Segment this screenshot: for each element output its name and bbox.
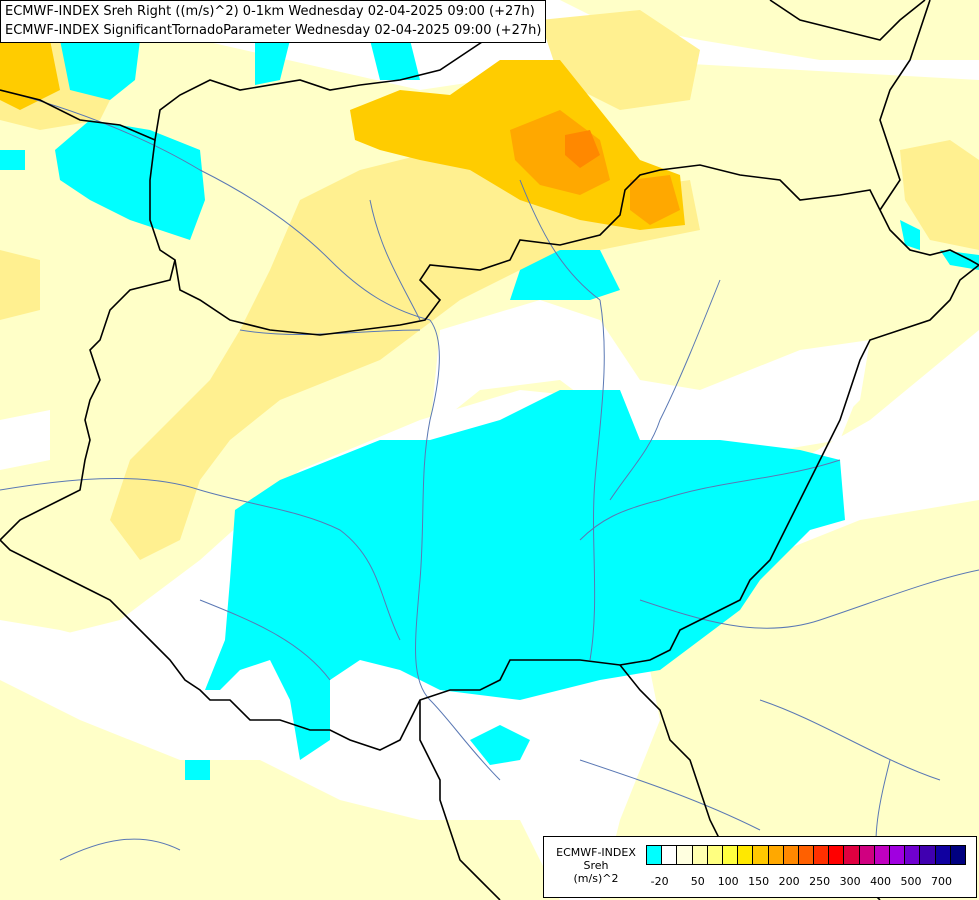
- legend-tick-label: 250: [809, 875, 831, 888]
- legend-swatch: [920, 846, 936, 864]
- sreh-fill-darkorange: [565, 130, 600, 168]
- legend-tick-label: 300: [839, 875, 861, 888]
- legend-tick-label: 100: [717, 875, 739, 888]
- legend-title: ECMWF-INDEX Sreh (m/s)^2: [550, 846, 642, 885]
- legend-swatch: [722, 846, 739, 864]
- legend-swatch: [905, 846, 921, 864]
- legend-swatch: [798, 846, 815, 864]
- legend-tick-label: -20: [650, 875, 669, 888]
- legend-swatch: [783, 846, 799, 864]
- legend-swatch: [829, 846, 845, 864]
- legend-title-line3: (m/s)^2: [573, 872, 619, 885]
- legend-swatch: [844, 846, 860, 864]
- title-line-stp: ECMWF-INDEX SignificantTornadoParameter …: [5, 23, 542, 38]
- legend-swatch: [890, 846, 906, 864]
- legend-title-line1: ECMWF-INDEX: [556, 846, 636, 859]
- legend-title-line2: Sreh: [583, 859, 609, 872]
- legend-swatch: [677, 846, 693, 864]
- legend-tick-label: 150: [748, 875, 770, 888]
- legend-swatch: [692, 846, 708, 864]
- legend-swatch: [935, 846, 951, 864]
- legend-tick-label: 500: [900, 875, 922, 888]
- legend-tick-label: 200: [778, 875, 800, 888]
- legend-swatch: [950, 846, 966, 864]
- legend-swatch: [646, 846, 663, 864]
- legend-swatch: [874, 846, 890, 864]
- map-title-box: ECMWF-INDEX Sreh Right ((m/s)^2) 0-1km W…: [0, 0, 547, 43]
- legend-swatch: [707, 846, 723, 864]
- legend-swatch: [662, 846, 678, 864]
- title-line-sreh: ECMWF-INDEX Sreh Right ((m/s)^2) 0-1km W…: [5, 4, 535, 19]
- rivers: [0, 89, 979, 881]
- legend-swatch: [859, 846, 875, 864]
- legend-tick-label: 50: [690, 875, 705, 888]
- legend-tick-label: 700: [931, 875, 953, 888]
- sreh-fill-cyan: [0, 40, 979, 780]
- legend-swatch: [768, 846, 784, 864]
- legend-tick-label: 400: [870, 875, 892, 888]
- legend-swatch: [814, 846, 830, 864]
- legend-color-bar: [646, 845, 966, 865]
- color-legend: ECMWF-INDEX Sreh (m/s)^2 -20 50 100 150 200 2…: [543, 836, 977, 898]
- legend-swatch: [738, 846, 754, 864]
- legend-swatch: [753, 846, 769, 864]
